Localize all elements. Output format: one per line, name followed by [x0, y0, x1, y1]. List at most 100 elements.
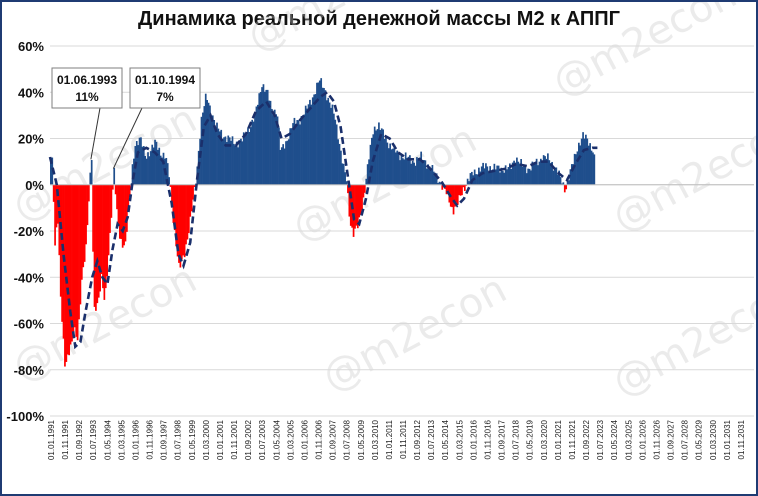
bar: [316, 82, 318, 185]
watermark-text: @m2econ: [315, 266, 514, 401]
bar: [282, 144, 285, 185]
bar: [264, 91, 266, 185]
bar: [193, 184, 196, 187]
bar: [416, 157, 418, 185]
bar: [233, 143, 235, 185]
bar: [418, 157, 421, 185]
bar: [435, 173, 438, 185]
x-tick-label: 01.03.2005: [286, 419, 295, 460]
bar: [302, 116, 304, 185]
bar: [287, 139, 290, 185]
bar: [341, 163, 344, 185]
bar: [559, 177, 562, 185]
bar: [297, 120, 300, 185]
bar: [324, 90, 327, 185]
bar: [296, 120, 299, 185]
x-tick-label: 01.01.2006: [300, 419, 309, 460]
bar: [323, 88, 325, 185]
bar: [592, 152, 594, 185]
bar: [548, 160, 551, 185]
bar: [393, 144, 396, 185]
bar: [580, 138, 583, 185]
y-tick-label: -20%: [14, 224, 45, 239]
bar: [230, 140, 232, 185]
bar: [85, 184, 87, 245]
bar: [396, 150, 399, 185]
bar: [392, 148, 394, 185]
y-tick-label: -80%: [14, 363, 45, 378]
bar: [124, 184, 127, 242]
bar: [152, 147, 155, 185]
bar: [352, 184, 355, 237]
bar: [247, 128, 249, 185]
bar: [73, 184, 76, 328]
bar: [147, 152, 149, 185]
bar: [207, 102, 210, 185]
bar: [382, 129, 384, 185]
bar: [535, 158, 538, 185]
bar: [558, 170, 560, 185]
bar: [342, 163, 345, 185]
bar: [328, 102, 331, 185]
bar: [202, 112, 204, 185]
bar: [534, 163, 537, 185]
bar: [171, 184, 173, 205]
bar: [100, 184, 103, 274]
bar: [227, 135, 230, 185]
x-tick-label: 01.05.2019: [526, 419, 535, 460]
bar: [248, 132, 251, 185]
bar: [209, 105, 211, 185]
annotation-box: [51, 67, 123, 109]
bar: [133, 158, 135, 185]
bar: [409, 155, 411, 185]
y-tick-label: -40%: [14, 270, 45, 285]
bar: [138, 137, 141, 185]
bar: [299, 124, 301, 185]
bar: [145, 158, 148, 185]
bar: [86, 184, 89, 226]
x-tick-label: 01.11.1991: [61, 419, 70, 459]
bar: [387, 148, 390, 185]
bar: [532, 164, 535, 185]
bar: [261, 87, 263, 185]
bar: [565, 184, 568, 190]
bar: [158, 147, 161, 185]
x-tick-label: 01.11.2021: [568, 419, 577, 459]
bar: [206, 100, 208, 185]
bar: [490, 170, 493, 185]
bar: [569, 169, 572, 185]
x-tick-label: 01.11.2016: [483, 419, 492, 459]
bar: [166, 163, 169, 185]
bar: [50, 161, 52, 185]
x-tick-label: 01.05.2029: [695, 419, 704, 460]
bar: [259, 92, 262, 185]
x-tick-label: 01.01.2011: [385, 419, 394, 459]
bar: [538, 161, 541, 185]
bar: [458, 184, 461, 196]
bar: [587, 145, 590, 185]
bar: [335, 124, 338, 185]
bar: [380, 128, 383, 185]
bar: [304, 105, 307, 185]
x-tick-label: 01.09.2007: [329, 419, 338, 460]
bar: [126, 184, 128, 232]
bar: [258, 93, 261, 185]
bar: [424, 160, 427, 185]
bar: [451, 184, 453, 208]
bar: [69, 184, 72, 345]
bar: [314, 94, 317, 185]
y-tick-label: 0%: [25, 178, 44, 193]
x-tick-label: 01.11.2026: [652, 419, 661, 459]
annotation-date: 01.06.1993: [57, 73, 117, 87]
x-tick-label: 01.07.2003: [258, 419, 267, 460]
bar: [306, 108, 308, 185]
bar: [475, 174, 477, 185]
bar: [568, 180, 570, 185]
annotation-value: 7%: [156, 90, 174, 104]
bar: [561, 183, 563, 185]
bar: [556, 174, 559, 185]
x-tick-label: 01.11.1996: [146, 419, 155, 459]
bar: [79, 184, 82, 305]
bar: [562, 182, 565, 185]
x-tick-label: 01.09.2012: [413, 419, 422, 460]
